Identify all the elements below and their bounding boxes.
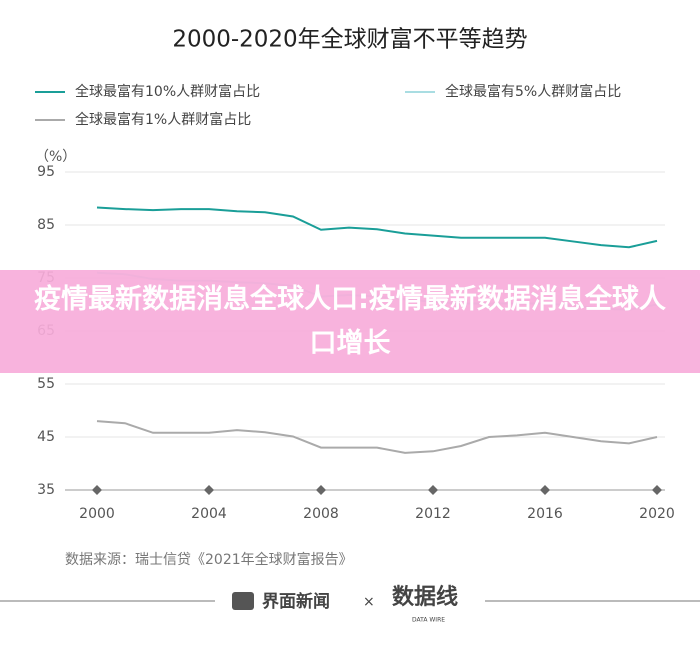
series-line (96, 206, 658, 249)
x-tick (428, 485, 438, 495)
x-tick-label: 2020 (639, 506, 675, 522)
x-tick (204, 485, 214, 495)
x-tick (316, 485, 326, 495)
series-line (96, 420, 658, 454)
x-tick (652, 485, 662, 495)
footer-partner: 数据线 (392, 584, 458, 610)
x-tick (540, 485, 550, 495)
x-tick-label: 2016 (527, 506, 563, 522)
x-tick-label: 2004 (191, 506, 227, 522)
chart-title: 2000-2020年全球财富不平等趋势 (172, 27, 527, 53)
legend-label: 全球最富有5%人群财富占比 (445, 83, 621, 100)
y-tick-label: 95 (37, 164, 55, 180)
footer-partner-sub: DATA WIRE (412, 617, 445, 624)
legend-label: 全球最富有10%人群财富占比 (75, 83, 260, 100)
footer-separator: × (363, 594, 375, 610)
brand-icon (232, 592, 254, 610)
y-tick-label: 35 (37, 482, 55, 498)
source: 数据来源：瑞士信贷《2021年全球财富报告》 (65, 551, 353, 568)
legend-label: 全球最富有1%人群财富占比 (75, 111, 251, 128)
x-tick-label: 2012 (415, 506, 451, 522)
y-tick-label: 85 (37, 217, 55, 233)
y-tick-label: 55 (37, 376, 55, 392)
overlay-banner: 疫情最新数据消息全球人口:疫情最新数据消息全球人口增长 (0, 270, 700, 373)
footer-brand: 界面新闻 (262, 591, 330, 612)
x-tick-label: 2000 (79, 506, 115, 522)
x-tick (92, 485, 102, 495)
x-tick-label: 2008 (303, 506, 339, 522)
footer-box (215, 585, 485, 619)
y-axis-label: （%） (35, 149, 76, 165)
y-tick-label: 45 (37, 429, 55, 445)
